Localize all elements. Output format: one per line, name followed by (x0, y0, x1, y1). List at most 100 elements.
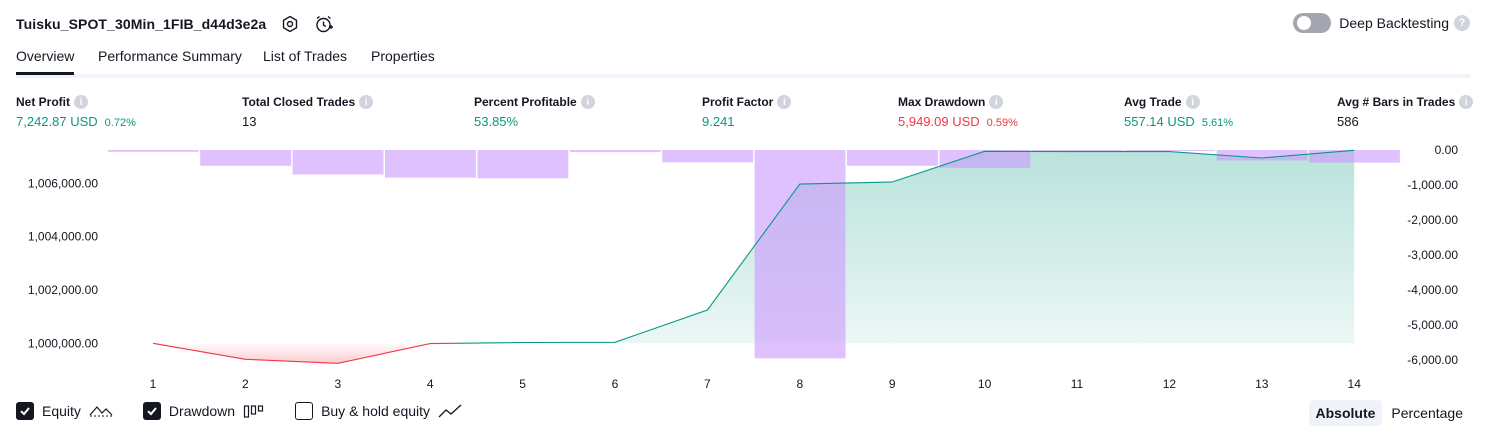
metric-percent: 0.59% (986, 117, 1018, 129)
legend-label: Buy & hold equity (321, 403, 431, 419)
percentage-button[interactable]: Percentage (1391, 405, 1463, 421)
metric-label: Max Drawdown (898, 95, 986, 109)
equity-line-icon (89, 403, 113, 419)
right-axis-tick-label: -1,000.00 (1407, 178, 1458, 192)
strategy-title: Tuisku_SPOT_30Min_1FIB_d44d3e2a (16, 16, 267, 32)
x-axis-tick-label: 2 (242, 377, 249, 391)
tab-overview[interactable]: Overview (16, 48, 75, 75)
x-axis-tick-label: 3 (334, 377, 341, 391)
equity-line-profit (453, 149, 1355, 344)
left-axis-tick-label: 1,004,000.00 (28, 230, 98, 244)
tab-list-of-trades[interactable]: List of Trades (263, 48, 348, 64)
drawdown-bar (1124, 150, 1216, 151)
settings-icon[interactable] (280, 14, 300, 34)
x-axis-tick-label: 10 (978, 377, 992, 391)
x-axis-tick-label: 13 (1255, 377, 1269, 391)
right-axis-tick-label: -3,000.00 (1407, 248, 1458, 262)
metric-value: 53.85% (474, 114, 519, 129)
info-icon[interactable]: i (580, 95, 595, 109)
info-icon[interactable]: i (359, 95, 374, 109)
view-mode-toggle: Absolute Percentage (1307, 400, 1471, 426)
metric-value: 9.241 (702, 114, 735, 129)
metric-profit-factor: Profit Factor i 9.241 (702, 94, 792, 129)
tab-properties[interactable]: Properties (371, 48, 435, 64)
info-icon[interactable]: i (777, 95, 792, 109)
drawdown-bar (939, 150, 1031, 168)
metric-max-drawdown: Max Drawdown i 5,949.09 USD 0.59% (898, 94, 1018, 129)
metric-percent: 0.72% (104, 117, 136, 129)
title-row: Tuisku_SPOT_30Min_1FIB_d44d3e2a (16, 12, 334, 36)
equity-line-loss (152, 342, 454, 364)
equity-checkbox[interactable] (16, 402, 34, 420)
deep-backtesting-toggle[interactable] (1293, 13, 1332, 33)
drawdown-bar (754, 150, 846, 359)
metric-value: 7,242.87 USD (16, 114, 98, 129)
x-axis-tick-label: 7 (704, 377, 711, 391)
metric-percent: 5.61% (1201, 117, 1234, 129)
metric-label: Total Closed Trades (242, 95, 356, 109)
toggle-knob (1297, 16, 1312, 30)
equity-area-layer (153, 150, 1355, 364)
right-axis-tick-label: 0.00 (1435, 143, 1459, 157)
metric-value: 5,949.09 USD (898, 114, 980, 129)
drawdown-bar (662, 150, 754, 163)
left-axis-tick-label: 1,002,000.00 (28, 283, 98, 297)
right-axis-tick-label: -6,000.00 (1407, 353, 1458, 367)
legend-equity[interactable]: Equity (16, 402, 113, 420)
right-axis-tick-label: -5,000.00 (1407, 318, 1458, 332)
info-icon[interactable]: i (989, 95, 1004, 109)
axis-layer: 1,000,000.00 1,002,000.00 1,004,000.00 1,00… (28, 143, 1458, 391)
x-axis-tick-label: 5 (519, 377, 526, 391)
help-icon[interactable]: ? (1454, 15, 1470, 31)
right-axis-tick-label: -4,000.00 (1407, 283, 1458, 297)
left-axis-tick-label: 1,000,000.00 (28, 336, 98, 350)
drawdown-bar (477, 150, 569, 179)
deep-backtesting-label: Deep Backtesting (1339, 15, 1449, 31)
absolute-button[interactable]: Absolute (1308, 400, 1383, 426)
metric-avg-trade: Avg Trade i 557.14 USD 5.61% (1124, 94, 1233, 129)
drawdown-bar (847, 150, 938, 166)
legend-drawdown[interactable]: Drawdown (142, 402, 265, 420)
tab-bar: Overview Performance Summary List of Tra… (16, 44, 1470, 78)
metric-label: Avg # Bars in Trades (1337, 95, 1456, 109)
deep-backtesting: Deep Backtesting ? (1293, 13, 1470, 33)
x-axis-tick-label: 9 (889, 377, 896, 391)
x-axis-tick-label: 1 (150, 377, 157, 391)
metric-value: 586 (1337, 114, 1359, 129)
x-axis-tick-label: 4 (427, 377, 434, 391)
x-axis-tick-label: 12 (1163, 377, 1177, 391)
x-axis-tick-label: 8 (796, 377, 803, 391)
equity-drawdown-chart: 1,000,000.00 1,002,000.00 1,004,000.00 1,00… (28, 143, 1458, 391)
equity-profit-area (453, 150, 1355, 344)
metric-label: Net Profit (16, 95, 70, 109)
add-alert-icon[interactable] (314, 14, 334, 34)
info-icon[interactable]: i (1459, 95, 1474, 109)
info-icon[interactable]: i (74, 95, 88, 109)
info-icon[interactable]: i (1185, 95, 1200, 109)
metric-total-closed-trades: Total Closed Trades i 13 (242, 94, 374, 129)
tab-performance-summary[interactable]: Performance Summary (98, 48, 242, 64)
drawdown-bar (1216, 150, 1308, 161)
legend-buy-hold-equity[interactable]: Buy & hold equity (295, 402, 462, 420)
drawdown-bar (1031, 150, 1123, 152)
equity-loss-area (153, 343, 454, 364)
drawdown-bar (200, 150, 292, 166)
metric-label: Percent Profitable (474, 95, 577, 109)
left-axis-tick-label: 1,006,000.00 (28, 176, 98, 190)
metric-value: 13 (242, 114, 257, 129)
drawdown-bar (107, 150, 199, 152)
metric-value: 557.14 USD (1124, 114, 1195, 129)
buy-hold-line-icon (438, 403, 462, 419)
metric-percent-profitable: Percent Profitable i 53.85% (474, 94, 595, 129)
drawdown-bar (1309, 150, 1400, 163)
drawdown-bars-icon (243, 403, 265, 419)
drawdown-bar-layer (107, 150, 1400, 359)
x-axis-tick-label: 6 (612, 377, 619, 391)
metric-label: Avg Trade (1124, 95, 1182, 109)
drawdown-bar (385, 150, 476, 178)
buy-hold-checkbox[interactable] (295, 402, 314, 420)
legend-label: Drawdown (168, 403, 236, 419)
metric-label: Profit Factor (702, 95, 774, 109)
right-axis-tick-label: -2,000.00 (1407, 213, 1458, 227)
drawdown-checkbox[interactable] (142, 402, 161, 420)
